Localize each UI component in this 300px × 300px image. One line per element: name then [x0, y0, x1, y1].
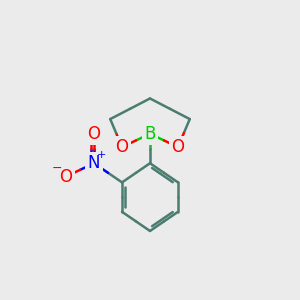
Text: O: O: [172, 138, 184, 156]
Text: N: N: [88, 154, 100, 172]
Text: O: O: [88, 125, 100, 143]
Text: +: +: [97, 150, 106, 160]
Text: B: B: [144, 125, 156, 143]
Text: −: −: [51, 162, 62, 175]
Text: O: O: [116, 138, 128, 156]
Text: O: O: [60, 167, 73, 185]
